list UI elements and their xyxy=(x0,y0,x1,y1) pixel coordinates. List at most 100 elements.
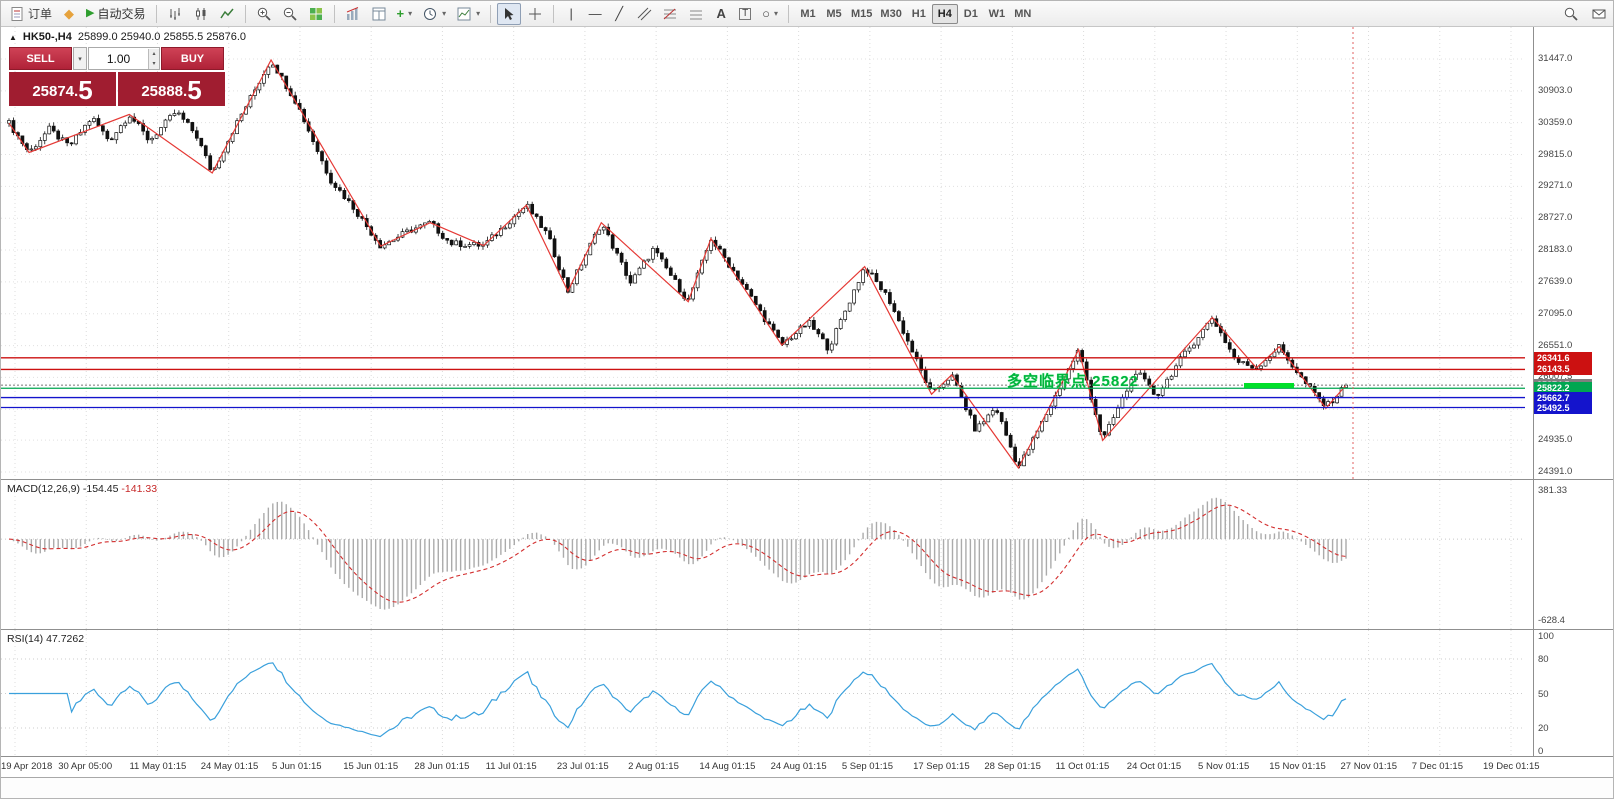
toolbar-separator xyxy=(553,4,555,23)
sell-button[interactable]: SELL xyxy=(9,47,72,70)
tile-windows-icon xyxy=(309,7,322,20)
chart-ohlc: 25899.0 25940.0 25855.5 25876.0 xyxy=(77,31,247,43)
time-axis-label: 11 Oct 01:15 xyxy=(1055,761,1110,772)
sell-price-big-digit: 5 xyxy=(78,75,93,105)
crosshair-icon xyxy=(529,7,542,20)
label-icon: T xyxy=(739,7,752,20)
tf-button-m30[interactable]: M30 xyxy=(880,7,902,20)
zoom-out-icon xyxy=(283,7,297,21)
label-tool[interactable]: T xyxy=(734,3,756,25)
chart-properties-button[interactable]: ▾ xyxy=(452,3,484,25)
price-chart[interactable] xyxy=(1,27,1533,480)
horizontal-line-tool[interactable]: — xyxy=(584,3,606,25)
mail-button[interactable] xyxy=(1587,3,1611,25)
rsi-axis-label: 80 xyxy=(1538,654,1549,665)
text-icon: A xyxy=(716,6,726,21)
data-window-button[interactable] xyxy=(367,3,391,25)
volume-preset-dropdown[interactable]: ▾ xyxy=(73,47,87,70)
time-axis-label: 5 Jun 01:15 xyxy=(271,761,322,772)
search-icon xyxy=(1564,7,1578,21)
time-axis-label: 15 Nov 01:15 xyxy=(1269,761,1326,772)
new-order-button[interactable]: 订单 xyxy=(5,3,56,25)
gann-grid-tool[interactable] xyxy=(684,3,708,25)
timeframe-group: M1 M5 M15 M30 H1 H4 D1 W1 MN xyxy=(795,3,1036,24)
bar-chart-button[interactable] xyxy=(163,3,187,25)
candlestick-chart-button[interactable] xyxy=(189,3,213,25)
crosshair-tool-button[interactable] xyxy=(523,3,547,25)
fibonacci-tool[interactable] xyxy=(658,3,682,25)
toolbar-separator xyxy=(333,4,335,23)
panel-separator[interactable] xyxy=(1,629,1613,630)
tf-button-h1[interactable]: H1 xyxy=(911,7,926,20)
spin-up-icon[interactable]: ▴ xyxy=(149,48,159,59)
price-axis-label: 30903.0 xyxy=(1538,84,1573,96)
time-axis-label: 5 Sep 01:15 xyxy=(841,761,894,772)
tf-button-h4[interactable]: H4 xyxy=(931,3,958,24)
macd-panel[interactable] xyxy=(1,480,1533,630)
vertical-line-tool[interactable]: | xyxy=(560,3,582,25)
price-axis-label: 27639.0 xyxy=(1538,275,1573,287)
macd-value-signal: -141.33 xyxy=(121,483,158,495)
time-axis-label: 24 May 01:15 xyxy=(200,761,259,772)
price-axis-label: 24935.0 xyxy=(1538,434,1573,446)
shapes-tool[interactable]: ○ ▾ xyxy=(758,3,782,25)
price-tag: 26143.5 xyxy=(1534,363,1592,376)
macd-axis-label: 381.33 xyxy=(1538,485,1568,496)
time-axis-label: 19 Apr 2018 xyxy=(1,761,53,772)
line-chart-button[interactable] xyxy=(215,3,239,25)
zoom-out-button[interactable] xyxy=(278,3,302,25)
rsi-axis-label: 0 xyxy=(1538,746,1544,757)
rsi-axis-label: 20 xyxy=(1538,723,1549,734)
level-highlight-line[interactable] xyxy=(1244,383,1294,388)
tf-button-mn[interactable]: MN xyxy=(1014,7,1032,20)
time-axis-label: 14 Aug 01:15 xyxy=(699,761,756,772)
data-window-icon xyxy=(372,7,385,20)
horizontal-line-icon: — xyxy=(588,6,602,21)
trendline-icon: ╱ xyxy=(615,6,624,21)
indicators-icon xyxy=(346,6,358,20)
autotrade-button[interactable]: ▶ 自动交易 xyxy=(82,3,149,25)
shapes-icon: ○ xyxy=(762,6,770,21)
buy-price-main: 25888. xyxy=(141,83,188,100)
buy-price-box[interactable]: 25888. 5 xyxy=(118,72,225,106)
volume-stepper[interactable]: 1.00 ▴ ▾ xyxy=(88,47,160,70)
rsi-panel[interactable] xyxy=(1,630,1533,757)
vertical-line-icon: | xyxy=(569,6,573,21)
toolbar-separator xyxy=(788,4,790,23)
indicators-button[interactable] xyxy=(341,3,365,25)
metaeditor-button[interactable]: ◆ xyxy=(58,3,80,25)
sell-price-box[interactable]: 25874. 5 xyxy=(9,72,116,106)
tf-button-m5[interactable]: M5 xyxy=(826,7,842,20)
chart-text-annotation[interactable]: 多空临界点 25822 xyxy=(1007,373,1139,390)
trendline-tool[interactable]: ╱ xyxy=(608,3,630,25)
price-axis[interactable]: 31447.0 30903.0 30359.0 29815.0 29271.0 28727… xyxy=(1533,27,1613,757)
tf-button-m15[interactable]: M15 xyxy=(851,7,873,20)
tile-windows-button[interactable] xyxy=(304,3,328,25)
add-indicator-button[interactable]: + ▾ xyxy=(393,3,417,25)
zoom-in-button[interactable] xyxy=(252,3,276,25)
time-axis-label: 2 Aug 01:15 xyxy=(628,761,679,772)
search-button[interactable] xyxy=(1559,3,1583,25)
chevron-down-icon: ▾ xyxy=(774,9,779,18)
price-axis-label: 26007.5 xyxy=(1538,371,1573,383)
macd-axis-label: -628.4 xyxy=(1538,615,1565,626)
buy-button[interactable]: BUY xyxy=(161,47,224,70)
cursor-tool-button[interactable] xyxy=(497,2,522,25)
toolbar-separator xyxy=(244,4,246,23)
spin-down-icon[interactable]: ▾ xyxy=(149,58,159,69)
tf-button-w1[interactable]: W1 xyxy=(988,7,1006,20)
channel-tool[interactable] xyxy=(632,3,656,25)
price-axis-label: 30359.0 xyxy=(1538,116,1573,128)
chevron-down-icon: ▾ xyxy=(442,9,447,18)
time-axis-label: 28 Sep 01:15 xyxy=(984,761,1041,772)
fibonacci-icon xyxy=(663,8,677,19)
text-tool[interactable]: A xyxy=(710,3,732,25)
volume-spin-buttons[interactable]: ▴ ▾ xyxy=(148,48,159,69)
bottom-strip xyxy=(1,777,1613,798)
tf-button-d1[interactable]: D1 xyxy=(963,7,978,20)
periods-button[interactable]: ▾ xyxy=(418,3,450,25)
panel-separator[interactable] xyxy=(1,479,1613,480)
rsi-name: RSI(14) xyxy=(7,633,44,645)
tf-button-m1[interactable]: M1 xyxy=(800,7,816,20)
time-axis[interactable]: 19 Apr 2018 30 Apr 05:00 11 May 01:15 24 Ma… xyxy=(1,757,1540,777)
